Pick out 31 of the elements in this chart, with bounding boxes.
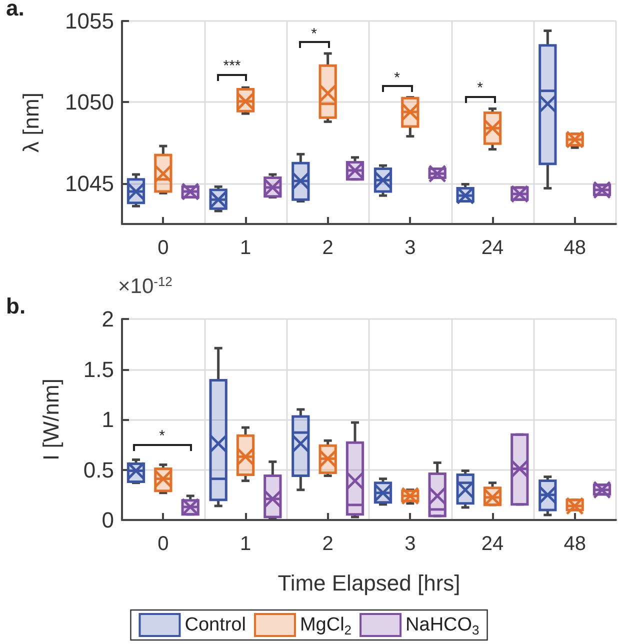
y-tick-label: 2 bbox=[102, 306, 114, 332]
text: b. bbox=[6, 294, 26, 318]
annotation: * bbox=[159, 428, 166, 444]
x-tick-label: 48 bbox=[564, 237, 586, 259]
y-tick-label: 1050 bbox=[65, 90, 114, 115]
y-axis-title: λ [nm] bbox=[18, 92, 44, 152]
x-tick-label: 0 bbox=[158, 533, 169, 555]
x-tick-label: 0 bbox=[158, 237, 169, 259]
x-tick-label: 3 bbox=[404, 237, 416, 259]
x-tick-label: 3 bbox=[404, 533, 416, 555]
x-tick-label: 2 bbox=[322, 533, 334, 555]
annotation: * bbox=[477, 80, 484, 96]
annotation: * bbox=[311, 26, 318, 42]
x-tick-label: 24 bbox=[481, 237, 504, 259]
y-tick-label: 1.5 bbox=[83, 356, 114, 382]
y-tick-label: 0 bbox=[102, 508, 114, 532]
text: a. bbox=[6, 0, 24, 20]
y-tick-label: 1055 bbox=[65, 8, 114, 34]
x-tick-label: 24 bbox=[481, 533, 504, 555]
annotation: *** bbox=[223, 58, 241, 74]
x-tick-label: 2 bbox=[322, 237, 334, 259]
x-tick-label: 48 bbox=[564, 533, 586, 555]
y-axis-title: I [W/nm] bbox=[38, 378, 64, 460]
annotation: * bbox=[394, 70, 400, 86]
y-tick-label: 0.5 bbox=[83, 457, 114, 482]
y-tick-label: 1045 bbox=[65, 170, 114, 196]
y-tick-label: 1 bbox=[102, 407, 114, 432]
x-tick-label: 1 bbox=[240, 237, 252, 259]
x-tick-label: 1 bbox=[240, 533, 252, 555]
legend-label: Control bbox=[184, 614, 246, 636]
x-axis-title: Time Elapsed [hrs] bbox=[278, 570, 460, 596]
